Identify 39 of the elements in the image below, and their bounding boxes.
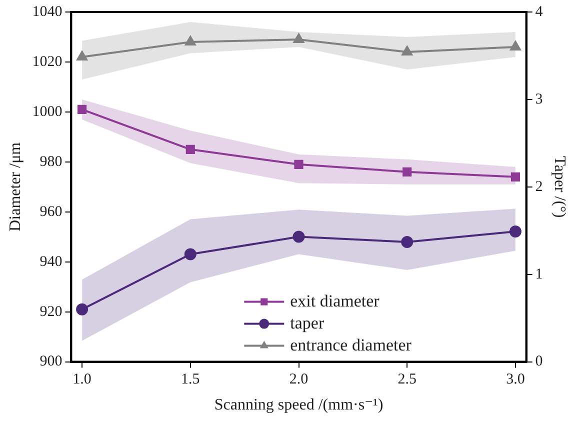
y-tick-label: 920 [40,304,62,320]
point [402,46,412,56]
y-tick-label: 940 [40,254,62,270]
y2-tick-label: 2 [535,178,543,195]
y2-tick-label: 4 [535,4,544,20]
legend-label: entrance diameter [290,335,412,354]
point [294,160,304,169]
point [293,33,304,43]
legend-label: exit diameter [290,291,380,310]
y-tick-label: 1000 [32,104,62,120]
y-tick-label: 1040 [32,4,62,20]
point [186,144,195,154]
point [401,236,414,248]
point [184,248,196,260]
x-tick-label: 2.0 [289,372,308,388]
x-tick-label: 3.0 [506,372,525,388]
legend-label: taper [290,313,324,332]
y-axis-title: Diameter /μm [6,142,24,232]
x-axis-title: Scanning speed /(mm·s⁻¹) [214,396,384,414]
x-tick-label: 1.0 [72,372,92,388]
y2-tick-label: 0 [535,354,543,370]
point [510,172,520,182]
y-tick-label: 980 [40,154,62,170]
y2-tick-label: 1 [535,266,543,282]
y-tick-label: 1020 [32,54,62,70]
x-tick-label: 1.5 [181,372,200,388]
point [292,230,305,243]
y2-tick-label: 3 [535,91,543,108]
y-tick-label: 960 [40,204,62,220]
point [76,303,88,316]
point [185,36,196,46]
y2-axis-title: Taper /(°) [551,156,568,218]
point [509,226,522,238]
x-tick-label: 2.5 [398,372,416,388]
point [402,167,412,176]
point [78,104,87,114]
point [510,40,521,50]
y-tick-label: 900 [40,354,62,370]
point [76,50,88,60]
